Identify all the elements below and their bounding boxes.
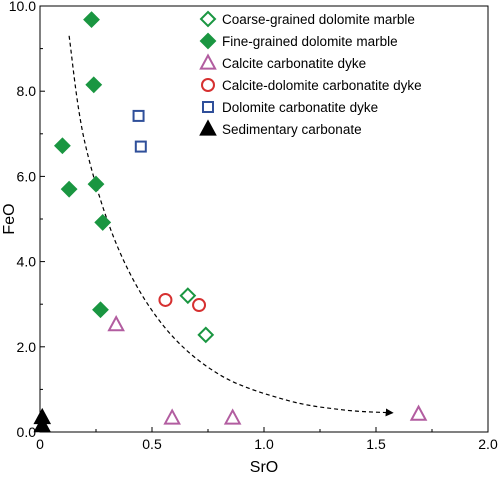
legend-marker <box>199 32 217 50</box>
data-point <box>179 287 197 305</box>
data-point <box>192 298 207 313</box>
x-axis-ticks: 0 0.5 1.0 1.5 2.0 <box>36 427 498 452</box>
x-tick-label: 0 <box>36 436 44 452</box>
x-tick-label: 2.0 <box>478 436 498 452</box>
y-tick-label: 6.0 <box>17 168 37 184</box>
data-point <box>132 109 145 122</box>
y-axis-ticks: 0.0 2.0 4.0 6.0 8.0 10.0 <box>9 0 45 440</box>
y-tick-label: 10.0 <box>9 0 36 14</box>
legend-marker <box>202 101 214 113</box>
data-points <box>33 11 428 433</box>
data-point <box>83 11 100 29</box>
data-point <box>92 301 109 319</box>
legend: Coarse-grained dolomite marble Fine-grain… <box>199 10 422 137</box>
legend-label: Dolomite carbonatite dyke <box>222 100 378 115</box>
legend-marker <box>199 119 217 136</box>
data-point <box>53 137 71 155</box>
legend-marker <box>199 53 217 70</box>
legend-marker <box>199 10 217 28</box>
legend-label: Sedimentary carbonate <box>222 122 362 137</box>
y-tick-label: 8.0 <box>17 83 37 99</box>
y-tick-label: 4.0 <box>17 254 37 270</box>
data-point <box>33 416 52 433</box>
data-point <box>197 326 215 344</box>
x-tick-label: 0.5 <box>142 436 162 452</box>
data-point <box>94 213 112 231</box>
legend-label: Coarse-grained dolomite marble <box>222 12 415 27</box>
data-point <box>85 76 103 94</box>
x-tick-label: 1.5 <box>366 436 386 452</box>
data-point <box>158 292 173 307</box>
y-axis-label: FeO <box>1 203 18 234</box>
data-point <box>223 408 242 425</box>
y-tick-label: 2.0 <box>17 339 37 355</box>
y-tick-label: 0.0 <box>17 424 37 440</box>
legend-label: Calcite carbonatite dyke <box>222 56 366 71</box>
data-point <box>134 140 147 153</box>
data-point <box>163 408 181 425</box>
legend-marker <box>201 78 215 92</box>
data-point <box>409 404 428 421</box>
trend-arrow <box>68 35 394 417</box>
legend-label: Calcite-dolomite carbonatite dyke <box>222 78 422 93</box>
x-axis-label: SrO <box>250 459 278 476</box>
data-point <box>60 180 78 198</box>
data-point <box>107 315 125 332</box>
data-point <box>87 175 105 193</box>
legend-label: Fine-grained dolomite marble <box>222 34 398 49</box>
x-tick-label: 1.0 <box>254 436 274 452</box>
